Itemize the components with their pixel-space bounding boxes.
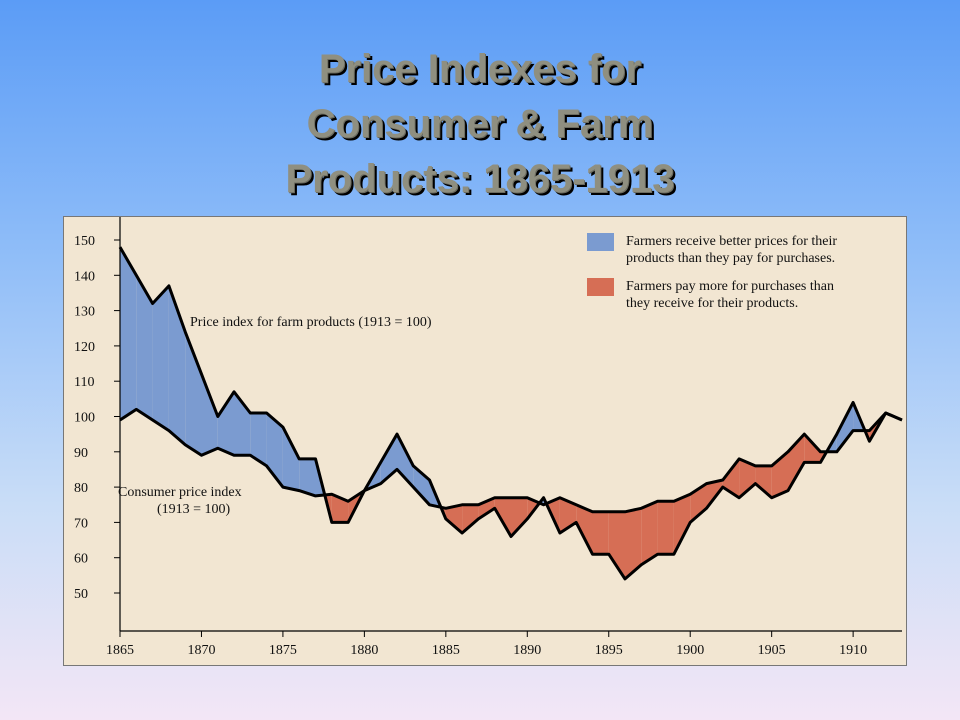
fill-segment <box>462 504 479 533</box>
legend-line: Farmers receive better prices for their <box>626 234 838 249</box>
fill-segment <box>511 497 528 537</box>
fill-segment <box>576 504 593 555</box>
y-tick-label: 130 <box>74 305 95 320</box>
fill-segment <box>413 465 430 505</box>
y-tick-label: 140 <box>74 269 95 284</box>
legend-text-pay-more: Farmers pay more for purchases than they… <box>626 278 876 312</box>
legend-line: they receive for their products. <box>626 296 799 311</box>
fill-segment <box>397 434 414 488</box>
y-tick-label: 70 <box>74 516 88 531</box>
x-tick-label: 1870 <box>187 643 215 658</box>
fill-segment <box>185 331 202 456</box>
fill-segment <box>299 458 316 496</box>
legend-line: Farmers pay more for purchases than <box>626 279 834 294</box>
fill-segment <box>120 247 137 420</box>
fill-segment <box>608 511 625 579</box>
fill-segment <box>364 462 381 491</box>
fill-segment <box>217 391 234 456</box>
consumer-price-line <box>119 407 903 514</box>
fill-segment <box>331 494 349 523</box>
fill-segment <box>804 434 821 463</box>
fill-segment <box>168 285 186 445</box>
y-tick-label: 110 <box>74 375 94 390</box>
x-tick-label: 1890 <box>513 643 541 658</box>
y-tick-label: 150 <box>74 234 95 249</box>
fill-segment <box>836 402 854 452</box>
fill-segment <box>152 285 169 431</box>
cpi-series-label-line-2: (1913 = 100) <box>157 502 231 517</box>
legend-item-pay-more: Farmers pay more for purchases than they… <box>587 278 876 312</box>
y-tick-label: 120 <box>74 340 95 355</box>
farm-price-line <box>118 246 903 581</box>
fill-segment <box>201 374 218 456</box>
legend-line: products than they pay for purchases. <box>626 251 836 266</box>
x-tick-label: 1885 <box>432 643 460 658</box>
x-tick-label: 1905 <box>758 643 786 658</box>
fill-segment <box>673 494 691 555</box>
y-tick-label: 90 <box>74 446 88 461</box>
legend-text-better-prices: Farmers receive better prices for their … <box>626 233 876 267</box>
fill-segment <box>755 465 772 498</box>
fill-segment <box>250 413 267 466</box>
fill-segment <box>136 275 153 420</box>
y-tick-label: 60 <box>74 552 88 567</box>
x-tick-label: 1895 <box>595 643 623 658</box>
fill-segment <box>445 504 463 533</box>
title-line-3: Products: 1865-1913 <box>285 157 675 201</box>
slide-title: Price Indexes for Consumer & Farm Produc… <box>0 42 960 207</box>
farm-series-label: Price index for farm products (1913 = 10… <box>190 315 432 330</box>
legend-item-better-prices: Farmers receive better prices for their … <box>587 233 876 267</box>
x-tick-label: 1880 <box>350 643 378 658</box>
legend-swatch-red <box>587 278 614 296</box>
fill-segment <box>641 501 658 565</box>
fill-segment <box>657 501 674 555</box>
y-tick-label: 50 <box>74 587 88 602</box>
cpi-series-label-line-1: Consumer price index <box>118 485 242 500</box>
x-tick-label: 1910 <box>839 643 867 658</box>
fill-segment <box>478 497 495 519</box>
x-tick-label: 1875 <box>269 643 297 658</box>
y-tick-label: 80 <box>74 481 88 496</box>
price-index-chart: 50 60 70 80 90 100 110 120 130 140 150 1865 1870 1875… <box>74 217 903 658</box>
fill-segment <box>282 427 300 491</box>
legend-swatch-blue <box>587 233 614 251</box>
fill-segment <box>234 391 251 456</box>
x-tick-label: 1865 <box>106 643 134 658</box>
y-tick-label: 100 <box>74 411 95 426</box>
title-line-2: Consumer & Farm <box>306 102 654 146</box>
fill-segment <box>739 458 756 498</box>
fill-segment <box>266 413 283 488</box>
chart-panel: 50 60 70 80 90 100 110 120 130 140 150 1865 1870 1875… <box>63 216 907 666</box>
fill-segment <box>625 508 642 579</box>
fill-segment <box>592 511 609 555</box>
title-line-1: Price Indexes for <box>318 47 642 91</box>
x-tick-label: 1900 <box>676 643 704 658</box>
